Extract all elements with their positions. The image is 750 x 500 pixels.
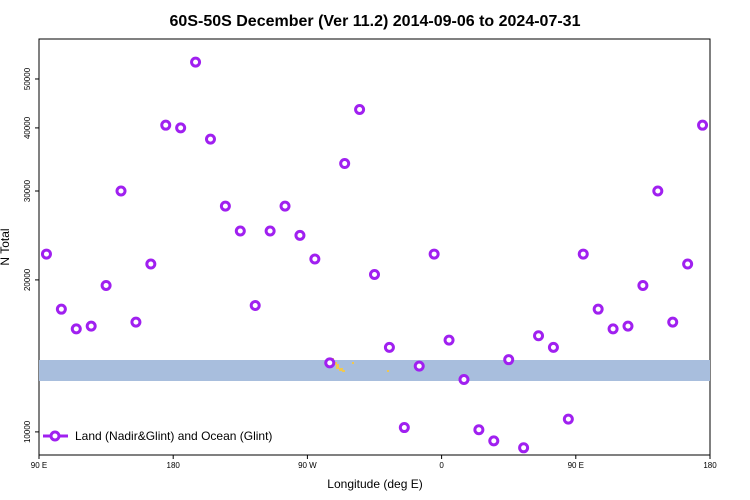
plot-border bbox=[38, 38, 711, 456]
data-point bbox=[428, 248, 440, 260]
data-point bbox=[518, 442, 530, 454]
data-point bbox=[607, 323, 619, 335]
data-point bbox=[204, 133, 216, 145]
y-axis-label: N Total bbox=[0, 228, 12, 265]
data-point bbox=[40, 248, 52, 260]
x-tick-label: 90 E bbox=[31, 461, 47, 470]
y-tick-label: 40000 bbox=[23, 116, 32, 139]
data-point bbox=[533, 330, 545, 342]
data-point bbox=[473, 424, 485, 436]
data-point bbox=[160, 119, 172, 131]
data-point bbox=[249, 299, 261, 311]
data-point bbox=[130, 316, 142, 328]
data-point bbox=[294, 229, 306, 241]
data-point bbox=[697, 119, 709, 131]
y-tick-label: 20000 bbox=[23, 268, 32, 291]
legend: Land (Nadir&Glint) and Ocean (Glint) bbox=[43, 429, 272, 443]
data-point bbox=[70, 323, 82, 335]
data-point bbox=[577, 248, 589, 260]
data-point bbox=[503, 354, 515, 366]
data-point bbox=[309, 253, 321, 265]
x-tick-label: 90 W bbox=[298, 461, 317, 470]
data-point bbox=[562, 413, 574, 425]
x-tick-label: 180 bbox=[167, 461, 181, 470]
band-overlay bbox=[39, 360, 710, 381]
data-point bbox=[339, 158, 351, 170]
data-point bbox=[637, 279, 649, 291]
chart-title: 60S-50S December (Ver 11.2) 2014-09-06 t… bbox=[170, 13, 581, 30]
data-point bbox=[682, 258, 694, 270]
data-point bbox=[667, 316, 679, 328]
data-point bbox=[190, 56, 202, 68]
y-tick-label: 50000 bbox=[23, 67, 32, 90]
data-point bbox=[85, 320, 97, 332]
legend-circle-marker bbox=[49, 430, 61, 442]
x-tick-label: 90 E bbox=[568, 461, 584, 470]
data-point bbox=[369, 268, 380, 280]
data-point bbox=[145, 258, 157, 270]
data-point bbox=[264, 225, 276, 237]
data-point bbox=[324, 357, 336, 369]
data-point bbox=[547, 341, 559, 353]
data-point bbox=[443, 334, 455, 346]
data-point bbox=[279, 200, 291, 212]
y-axis: 10000 20000 30000 40000 50000 bbox=[23, 67, 39, 443]
plot-area bbox=[38, 38, 711, 456]
y-tick-label: 10000 bbox=[23, 420, 32, 443]
data-point bbox=[100, 279, 112, 291]
x-axis: 90 E 180 90 W 0 90 E 180 bbox=[31, 455, 717, 470]
data-point bbox=[622, 320, 634, 332]
data-point bbox=[398, 422, 410, 434]
data-point bbox=[458, 373, 470, 385]
data-point bbox=[234, 225, 246, 237]
legend-label: Land (Nadir&Glint) and Ocean (Glint) bbox=[75, 429, 272, 443]
data-point bbox=[219, 200, 231, 212]
data-point bbox=[115, 185, 127, 197]
data-point bbox=[488, 435, 500, 447]
data-point bbox=[175, 122, 187, 134]
x-axis-label: Longitude (deg E) bbox=[327, 477, 422, 491]
data-point bbox=[592, 303, 604, 315]
data-point bbox=[383, 341, 395, 353]
data-point bbox=[354, 104, 366, 116]
data-point bbox=[413, 360, 425, 372]
data-points bbox=[40, 56, 709, 454]
x-tick-label: 0 bbox=[439, 461, 444, 470]
y-tick-label: 30000 bbox=[23, 179, 32, 202]
x-tick-label: 180 bbox=[703, 461, 717, 470]
data-point bbox=[652, 185, 664, 197]
data-point bbox=[55, 303, 67, 315]
